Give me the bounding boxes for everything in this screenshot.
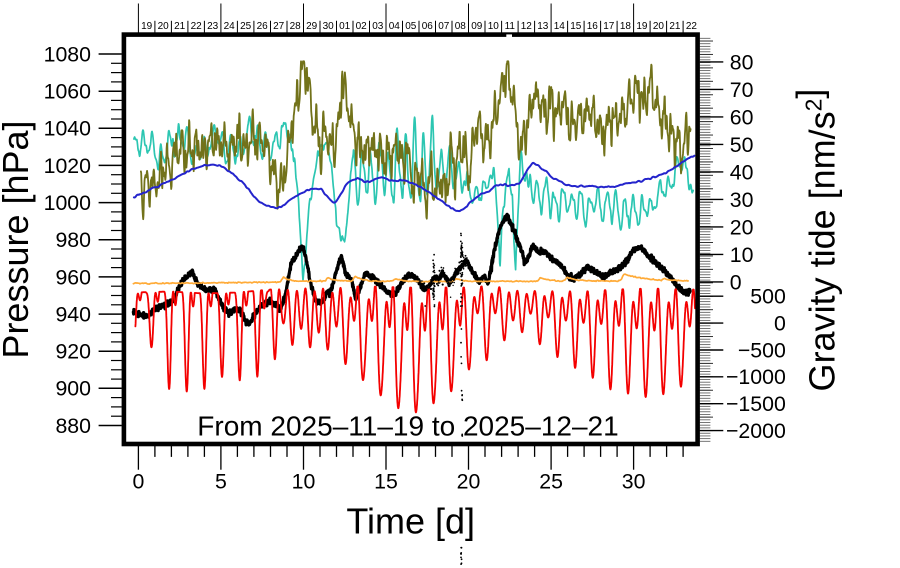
svg-text:07: 07 bbox=[438, 21, 450, 32]
svg-text:25: 25 bbox=[539, 469, 563, 493]
svg-text:30: 30 bbox=[730, 188, 754, 212]
svg-text:21: 21 bbox=[669, 21, 681, 32]
svg-text:880: 880 bbox=[55, 414, 91, 438]
svg-text:40: 40 bbox=[730, 160, 754, 184]
svg-text:1000: 1000 bbox=[44, 191, 92, 215]
svg-text:14: 14 bbox=[554, 21, 566, 32]
svg-text:Time [d]: Time [d] bbox=[346, 500, 475, 541]
svg-text:20: 20 bbox=[730, 215, 754, 239]
svg-text:10: 10 bbox=[292, 469, 316, 493]
svg-text:19: 19 bbox=[636, 21, 648, 32]
svg-text:02: 02 bbox=[356, 21, 368, 32]
svg-text:From 2025–11–19 to 2025–12–21: From 2025–11–19 to 2025–12–21 bbox=[197, 411, 618, 442]
svg-text:10: 10 bbox=[488, 21, 500, 32]
svg-text:980: 980 bbox=[55, 228, 91, 252]
svg-text:16: 16 bbox=[587, 21, 599, 32]
svg-text:−1500: −1500 bbox=[726, 392, 786, 416]
svg-text:23: 23 bbox=[207, 21, 219, 32]
svg-text:30: 30 bbox=[323, 21, 335, 32]
svg-text:26: 26 bbox=[257, 21, 269, 32]
svg-text:28: 28 bbox=[290, 21, 302, 32]
svg-text:18: 18 bbox=[620, 21, 632, 32]
svg-text:06: 06 bbox=[422, 21, 434, 32]
svg-text:0: 0 bbox=[730, 270, 742, 294]
svg-text:940: 940 bbox=[55, 302, 91, 326]
svg-text:50: 50 bbox=[730, 133, 754, 157]
svg-text:−500: −500 bbox=[738, 338, 786, 362]
svg-text:10: 10 bbox=[730, 243, 754, 267]
svg-text:01: 01 bbox=[339, 21, 351, 32]
svg-text:0: 0 bbox=[774, 312, 786, 336]
svg-text:03: 03 bbox=[372, 21, 384, 32]
svg-text:920: 920 bbox=[55, 340, 91, 364]
svg-text:12: 12 bbox=[521, 21, 533, 32]
svg-text:24: 24 bbox=[224, 21, 236, 32]
svg-text:05: 05 bbox=[405, 21, 417, 32]
svg-text:1080: 1080 bbox=[44, 42, 92, 66]
svg-text:1060: 1060 bbox=[44, 80, 92, 104]
svg-text:22: 22 bbox=[686, 21, 698, 32]
svg-text:−2000: −2000 bbox=[726, 419, 786, 443]
svg-text:20: 20 bbox=[653, 21, 665, 32]
svg-text:1040: 1040 bbox=[44, 117, 92, 141]
svg-text:60: 60 bbox=[730, 105, 754, 129]
svg-text:900: 900 bbox=[55, 377, 91, 401]
svg-text:−1000: −1000 bbox=[726, 365, 786, 389]
svg-text:27: 27 bbox=[273, 21, 285, 32]
svg-text:1020: 1020 bbox=[44, 154, 92, 178]
svg-text:13: 13 bbox=[537, 21, 549, 32]
svg-text:15: 15 bbox=[374, 469, 398, 493]
svg-text:25: 25 bbox=[240, 21, 252, 32]
svg-text:0: 0 bbox=[132, 469, 144, 493]
svg-text:20: 20 bbox=[158, 21, 170, 32]
svg-text:Pressure [hPa]: Pressure [hPa] bbox=[0, 120, 36, 358]
svg-text:09: 09 bbox=[471, 21, 483, 32]
svg-text:11: 11 bbox=[505, 21, 516, 32]
svg-text:17: 17 bbox=[603, 21, 615, 32]
svg-text:30: 30 bbox=[622, 469, 646, 493]
svg-text:5: 5 bbox=[215, 469, 227, 493]
svg-text:20: 20 bbox=[457, 469, 481, 493]
svg-text:500: 500 bbox=[750, 285, 786, 309]
svg-text:80: 80 bbox=[730, 50, 754, 74]
svg-text:08: 08 bbox=[455, 21, 467, 32]
svg-text:70: 70 bbox=[730, 78, 754, 102]
svg-text:15: 15 bbox=[570, 21, 582, 32]
svg-text:22: 22 bbox=[191, 21, 203, 32]
svg-text:29: 29 bbox=[306, 21, 318, 32]
svg-text:21: 21 bbox=[174, 21, 186, 32]
svg-text:04: 04 bbox=[389, 21, 401, 32]
svg-text:960: 960 bbox=[55, 265, 91, 289]
svg-text:19: 19 bbox=[141, 21, 153, 32]
